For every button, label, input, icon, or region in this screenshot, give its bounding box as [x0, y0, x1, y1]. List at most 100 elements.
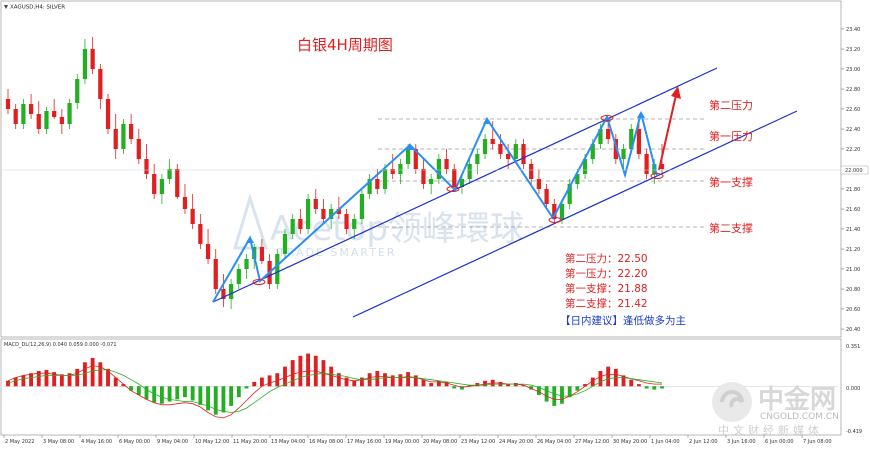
macd-histogram-bar	[621, 375, 626, 387]
candle	[221, 274, 226, 307]
macd-histogram-bar	[206, 386, 210, 411]
y-tick-label: 20.40	[846, 327, 860, 333]
candle	[82, 39, 88, 84]
note-label: 第二支撑	[565, 297, 607, 310]
macd-histogram-bar	[306, 353, 310, 387]
candle-body	[67, 103, 72, 124]
macd-histogram-bar	[652, 386, 657, 390]
candle-body	[152, 174, 157, 194]
x-tick-label: 24 May 20:00	[499, 439, 533, 445]
y-tick-label: 21.20	[846, 247, 860, 253]
analysis-overlay	[212, 67, 798, 318]
macd-histogram-bar	[413, 375, 418, 387]
x-tick-label: 16 May 08:00	[309, 439, 343, 445]
candle	[290, 214, 295, 239]
macd-histogram-bar	[98, 362, 103, 387]
candle-body	[121, 124, 126, 149]
candle	[259, 239, 265, 264]
note-value: 21.88	[618, 283, 648, 295]
macd-histogram-bar	[198, 386, 203, 405]
x-tick-label: 11 May 20:00	[233, 439, 267, 445]
levels-note: 第二压力：22.50 第一压力：22.20 第一支撑：21.88 第二支撑：21…	[560, 252, 686, 327]
candle-body	[282, 234, 288, 254]
candle-body	[513, 144, 518, 159]
candle	[544, 184, 549, 209]
level-label-resistance-2: 第二压力	[709, 98, 753, 112]
candle	[336, 197, 341, 219]
macd-histogram-bar	[598, 371, 603, 387]
candle-body	[529, 164, 534, 179]
macd-histogram-bar	[275, 373, 280, 387]
candle	[67, 99, 72, 129]
macd-histogram-bar	[113, 377, 118, 387]
macd-histogram-bar	[75, 368, 80, 387]
candle-body	[105, 99, 111, 129]
candle	[298, 209, 303, 234]
macd-signal-line-red	[7, 365, 662, 419]
zigzag-arrowhead	[637, 111, 645, 118]
candle-body	[367, 179, 372, 194]
symbol-label: XAGUSD,H4: SILVER	[10, 5, 65, 11]
macd-histogram-bar	[636, 384, 641, 387]
macd-histogram-bar	[236, 386, 241, 398]
trade-advice: 【日内建议】逢低做多为主	[560, 314, 686, 327]
macd-histogram-bar	[144, 386, 149, 400]
x-tick-label: 3 May 08:00	[43, 439, 74, 445]
x-tick-label: 20 May 08:00	[423, 439, 457, 445]
candle-body	[113, 129, 118, 149]
macd-histogram-bar	[167, 386, 172, 402]
candle-body	[482, 139, 488, 154]
candle-body	[398, 164, 403, 174]
macd-histogram-bar	[213, 386, 218, 415]
candle-body	[436, 159, 441, 179]
candle-body	[613, 139, 618, 159]
candle-body	[544, 189, 549, 204]
macd-histogram-bar	[506, 384, 511, 387]
candle-body	[336, 209, 341, 214]
candle	[375, 169, 380, 194]
candle-body	[259, 247, 265, 261]
candle	[75, 74, 80, 109]
candle-body	[182, 197, 188, 209]
candle	[159, 174, 164, 204]
candle-body	[444, 159, 449, 169]
candle	[552, 199, 557, 224]
y-tick-label: 21.80	[846, 187, 860, 193]
macd-histogram-bar	[575, 386, 580, 391]
level-label-support-2: 第二支撑	[709, 221, 753, 235]
candle-body	[305, 199, 311, 229]
candle-body	[21, 104, 26, 124]
macd-histogram-bar	[567, 386, 572, 398]
y-tick-label: 22.60	[846, 107, 860, 113]
y-tick-label: 22.40	[846, 127, 860, 133]
candle-body	[244, 259, 249, 269]
macd-histogram-bar	[644, 386, 649, 389]
candle	[90, 37, 95, 74]
y-tick-label: 20.60	[846, 307, 860, 313]
candle	[352, 214, 357, 239]
logo-domain: CNGOLD.COM.CN	[760, 412, 839, 422]
candle-body	[90, 49, 95, 69]
x-tick-label: 9 May 04:00	[157, 439, 188, 445]
candle	[305, 194, 311, 234]
candle-body	[575, 174, 580, 184]
x-tick-label: 19 May 00:00	[385, 439, 419, 445]
macd-histogram-bar	[183, 386, 187, 398]
candle	[390, 154, 395, 179]
macd-histogram-bar	[460, 386, 464, 390]
macd-histogram-bar	[267, 375, 272, 387]
candle	[490, 121, 495, 149]
forecast-arrow-head	[671, 86, 681, 99]
candle-body	[136, 139, 141, 159]
candle-body	[405, 149, 411, 164]
x-tick-label: 13 May 04:00	[271, 439, 305, 445]
logo-tagline: 中文财经新媒体	[718, 423, 823, 437]
candle-body	[213, 259, 218, 289]
macd-histogram-bar	[29, 373, 34, 387]
channel-lower-line	[352, 110, 798, 318]
candle-body	[382, 169, 388, 189]
macd-histogram-bar	[483, 380, 487, 387]
macd-histogram-bar	[544, 386, 549, 402]
macd-histogram-bar	[383, 373, 387, 387]
